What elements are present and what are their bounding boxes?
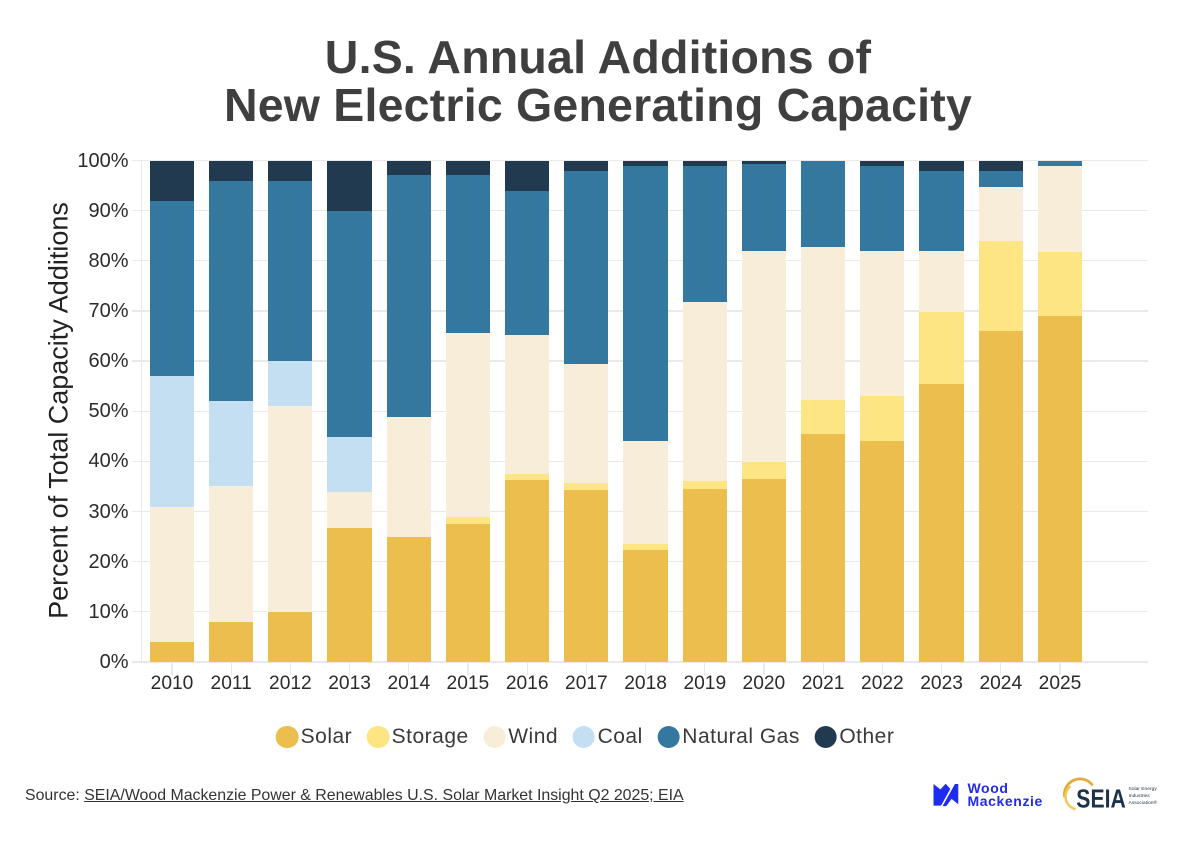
- svg-text:Association®: Association®: [1129, 799, 1158, 806]
- svg-text:Industries: Industries: [1129, 793, 1151, 799]
- svg-text:Solar Energy: Solar Energy: [1129, 786, 1158, 792]
- svg-text:SEIA: SEIA: [1076, 784, 1126, 814]
